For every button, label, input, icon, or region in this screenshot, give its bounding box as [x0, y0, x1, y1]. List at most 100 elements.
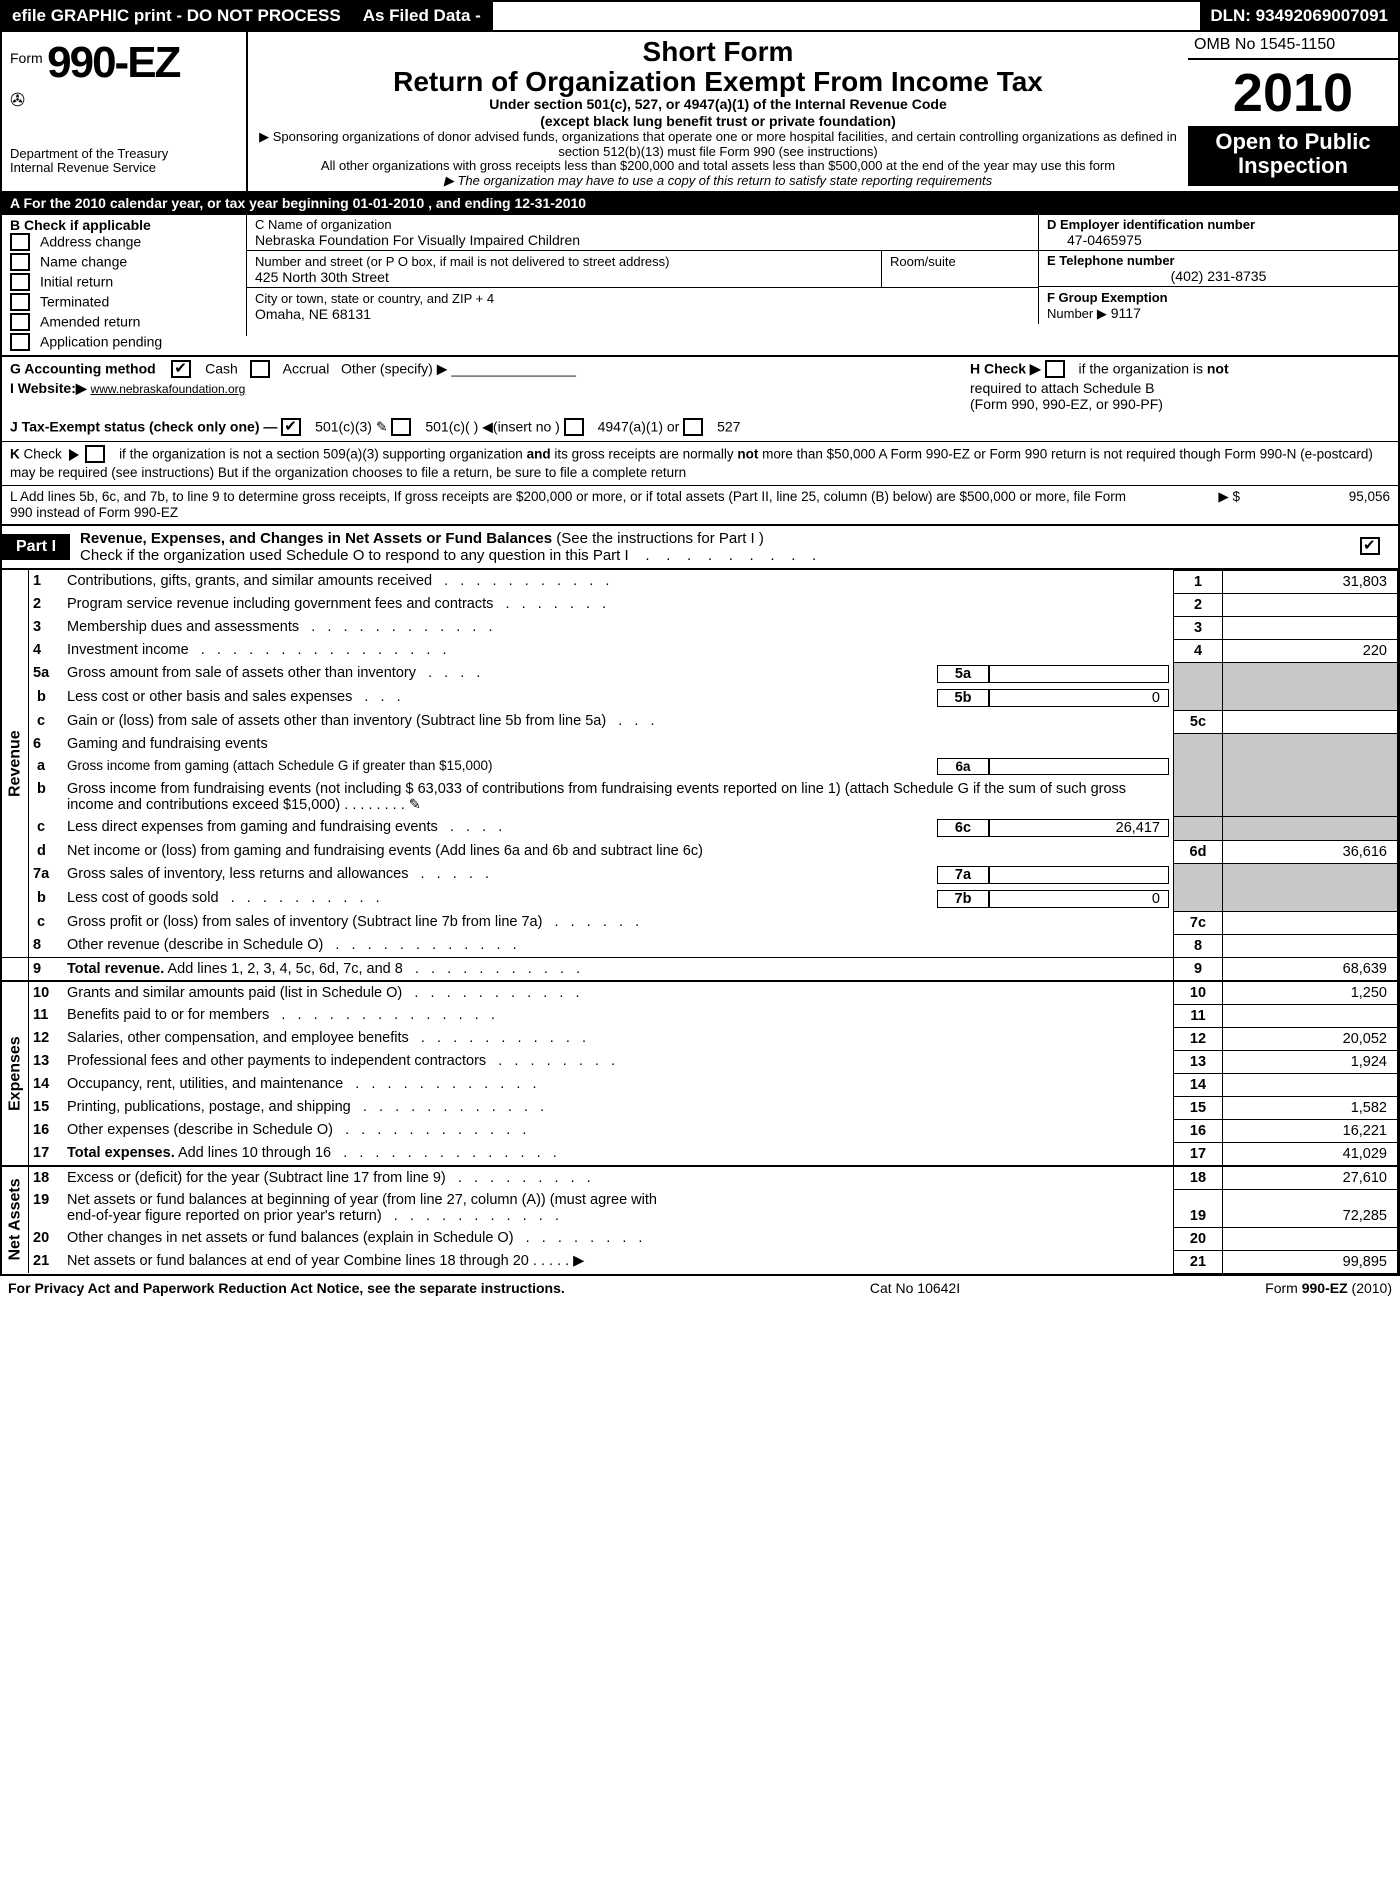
chk-initial[interactable]: Initial return [10, 273, 238, 293]
chk-4947[interactable] [564, 418, 584, 436]
form-number: 990-EZ [47, 38, 179, 88]
box-def: D Employer identification number 47-0465… [1038, 215, 1398, 355]
footer-catno: Cat No 10642I [565, 1280, 1265, 1296]
ln16-text: Other expenses (describe in Schedule O) … [63, 1119, 1174, 1142]
box-c-name: C Name of organization Nebraska Foundati… [246, 215, 1038, 251]
part1-title-bold: Revenue, Expenses, and Changes in Net As… [80, 530, 552, 547]
ln17-text: Total expenses. Add lines 10 through 16 … [63, 1142, 1174, 1166]
line-j-left: J Tax-Exempt status (check only one) — 5… [10, 418, 1390, 438]
org-street: 425 North 30th Street [255, 269, 389, 285]
dln: DLN: 93492069007091 [1200, 2, 1398, 30]
group-exempt-value: 9117 [1111, 305, 1141, 321]
ln21-text: Net assets or fund balances at end of ye… [63, 1250, 1174, 1273]
ln7a: Gross sales of inventory, less returns a… [63, 863, 1174, 887]
ln6d-text: Net income or (loss) from gaming and fun… [63, 840, 1174, 863]
chk-pending[interactable]: Application pending [10, 333, 238, 353]
header-right: OMB No 1545-1150 2010 Open to Public Ins… [1188, 32, 1398, 191]
chk-terminated[interactable]: Terminated [10, 293, 238, 313]
chk-name[interactable]: Name change [10, 253, 238, 273]
lbl-other: Other (specify) ▶ [341, 361, 447, 377]
line-h-not: not [1207, 361, 1229, 377]
line-l-arrow: ▶ $ [1150, 489, 1240, 521]
form-subtitle-4: All other organizations with gross recei… [254, 159, 1182, 174]
box-c: C Name of organization Nebraska Foundati… [246, 215, 1038, 355]
side-revenue: Revenue [2, 570, 29, 957]
ln15-text: Printing, publications, postage, and shi… [63, 1096, 1174, 1119]
line-l-text: L Add lines 5b, 6c, and 7b, to line 9 to… [10, 489, 1150, 521]
arrow-icon [69, 449, 79, 461]
room-label: Room/suite [890, 254, 956, 269]
dept-treasury: Department of the Treasury Internal Reve… [10, 147, 238, 176]
chk-cash[interactable] [171, 360, 191, 378]
open-to-public: Open to Public Inspection [1188, 126, 1398, 186]
ein-value: 47-0465975 [1047, 232, 1390, 248]
inspect-line1: Open to Public [1190, 130, 1396, 154]
line-h-t3: required to attach Schedule B [970, 380, 1154, 396]
part1-body: Revenue 1 Contributions, gifts, grants, … [0, 570, 1400, 1276]
ln10-text: Grants and similar amounts paid (list in… [63, 981, 1174, 1005]
part1-title-suffix: (See the instructions for Part I ) [556, 530, 764, 547]
form-subtitle-5: ▶ The organization may have to use a cop… [254, 174, 1182, 189]
form-header: Form 990-EZ ✇ Department of the Treasury… [0, 32, 1400, 193]
form-subtitle-1: Under section 501(c), 527, or 4947(a)(1)… [254, 96, 1182, 113]
ln7c-text: Gross profit or (loss) from sales of inv… [63, 911, 1174, 934]
chk-accrual[interactable] [250, 360, 270, 378]
form-title: Return of Organization Exempt From Incom… [254, 68, 1182, 96]
footer-right: Form 990-EZ (2010) [1265, 1280, 1392, 1296]
chk-501c[interactable] [391, 418, 411, 436]
lbl-501c: 501(c)( ) ◀(insert no ) [425, 419, 559, 435]
city-label: City or town, state or country, and ZIP … [255, 291, 494, 306]
lbl-cash: Cash [205, 361, 238, 377]
chk-h[interactable] [1045, 360, 1065, 378]
ln5a: Gross amount from sale of assets other t… [63, 662, 1174, 686]
ln1-val: 31,803 [1223, 570, 1398, 593]
org-name: Nebraska Foundation For Visually Impaire… [255, 232, 1030, 248]
side-expenses: Expenses [2, 981, 29, 1166]
part1-checkbox[interactable] [1360, 537, 1398, 557]
inspect-line2: Inspection [1190, 154, 1396, 178]
line-i: I Website:▶ www.nebraskafoundation.org [10, 380, 954, 397]
line-g-i: G Accounting method Cash Accrual Other (… [0, 357, 1400, 415]
box-c-street-row: Number and street (or P O box, if mail i… [246, 251, 1038, 288]
ln6-text: Gaming and fundraising events [63, 733, 1174, 755]
chk-527[interactable] [683, 418, 703, 436]
lbl-527: 527 [717, 419, 740, 435]
line-h-label: H Check ▶ [970, 361, 1041, 377]
dept-line2: Internal Revenue Service [10, 161, 238, 175]
chk-501c3[interactable] [281, 418, 301, 436]
omb-number: OMB No 1545-1150 [1188, 32, 1398, 60]
section-bcdef: B Check if applicable Address change Nam… [0, 215, 1400, 357]
box-b: B Check if applicable Address change Nam… [2, 215, 246, 355]
box-c-room: Room/suite [881, 251, 1038, 288]
chk-amended[interactable]: Amended return [10, 313, 238, 333]
box-c-street: Number and street (or P O box, if mail i… [246, 251, 881, 288]
line-j: J Tax-Exempt status (check only one) — 5… [0, 415, 1400, 442]
chk-address[interactable]: Address change [10, 233, 238, 253]
line-i-label: I Website:▶ [10, 380, 87, 396]
ln19-text: Net assets or fund balances at beginning… [63, 1189, 1174, 1227]
ln20-text: Other changes in net assets or fund bala… [63, 1227, 1174, 1250]
org-city: Omaha, NE 68131 [255, 306, 371, 322]
website-value[interactable]: www.nebraskafoundation.org [91, 382, 246, 396]
line-k: K Check if the organization is not a sec… [0, 442, 1400, 485]
section-b-row: B Check if applicable Address change Nam… [2, 215, 1398, 355]
ln3-text: Membership dues and assessments . . . . … [63, 616, 1174, 639]
lines-table: Revenue 1 Contributions, gifts, grants, … [2, 570, 1398, 1274]
ln8-text: Other revenue (describe in Schedule O) .… [63, 934, 1174, 957]
efile-notice: efile GRAPHIC print - DO NOT PROCESS [2, 2, 353, 30]
ln1-text: Contributions, gifts, grants, and simila… [63, 570, 1174, 593]
line-g: G Accounting method Cash Accrual Other (… [10, 360, 954, 380]
box-f-label2: Number ▶ [1047, 306, 1107, 321]
ln4-text: Investment income . . . . . . . . . . . … [63, 639, 1174, 662]
box-e: E Telephone number (402) 231-8735 [1038, 251, 1398, 287]
part1-check-text: Check if the organization used Schedule … [80, 547, 629, 564]
part1-title: Revenue, Expenses, and Changes in Net As… [70, 526, 1360, 568]
irs-seal-icon: ✇ [10, 90, 25, 111]
box-e-label: E Telephone number [1047, 253, 1390, 268]
ln9-text: Total revenue. Add lines 1, 2, 3, 4, 5c,… [63, 957, 1174, 981]
ln1-num: 1 [29, 570, 64, 593]
chk-k[interactable] [85, 445, 105, 463]
ln6b-text: Gross income from fundraising events (no… [63, 778, 1174, 816]
line-g-i-left: G Accounting method Cash Accrual Other (… [2, 357, 962, 415]
box-b-title: B Check if applicable [10, 217, 238, 233]
